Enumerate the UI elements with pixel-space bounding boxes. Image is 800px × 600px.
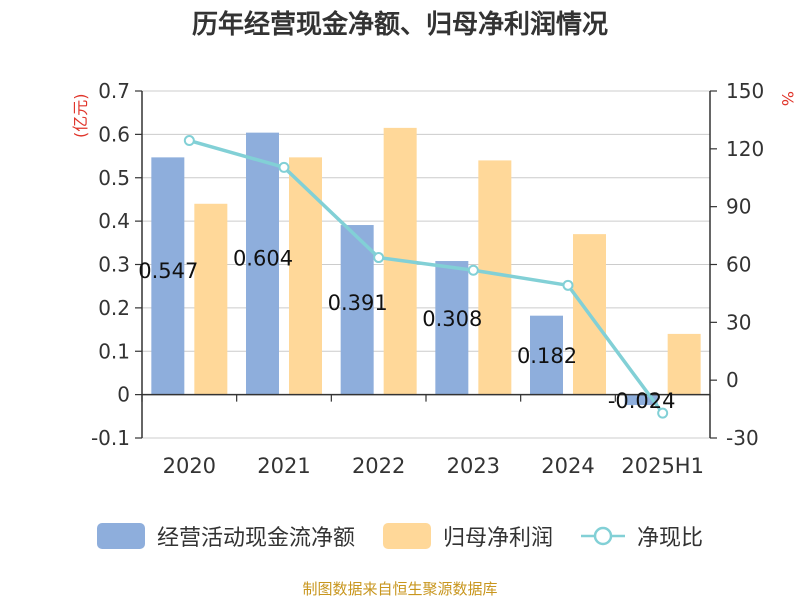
legend-item-net-profit[interactable]: 归母净利润 — [382, 520, 553, 552]
x-tick-label: 2025H1 — [621, 454, 704, 478]
ratio-point — [467, 264, 479, 276]
legend-item-cash-flow[interactable]: 经营活动现金流净额 — [96, 520, 355, 552]
net-profit-bar — [289, 157, 322, 395]
cash-flow-data-label: 0.604 — [233, 247, 293, 271]
legend-swatch-ratio — [581, 526, 625, 546]
net-profit-bar — [667, 333, 701, 395]
y-right-tick-label: 90 — [726, 195, 751, 219]
x-tick-label: 2023 — [447, 454, 500, 478]
ratio-point — [562, 279, 574, 291]
cash-flow-bar — [435, 261, 469, 395]
y-right-tick-label: 120 — [726, 137, 764, 161]
cash-flow-bar — [151, 157, 185, 395]
cash-flow-data-label: 0.391 — [328, 291, 388, 315]
y-right-tick-label: -30 — [726, 426, 759, 450]
ratio-point — [278, 161, 290, 173]
x-tick-label: 2022 — [352, 454, 405, 478]
bars-layer — [151, 127, 701, 406]
y-right-tick-label: 0 — [726, 368, 739, 392]
cash-flow-bar — [246, 132, 279, 395]
y-left-tick-label: 0.1 — [98, 339, 130, 363]
y-left-tick-label: 0.7 — [98, 79, 130, 103]
ratio-line — [188, 138, 665, 415]
legend-swatch-cash-flow — [96, 523, 145, 549]
cash-flow-bar — [340, 225, 374, 395]
y-left-unit: (亿元) — [71, 94, 90, 139]
y-left-tick-label: 0.3 — [98, 253, 130, 277]
y-right-unit: % — [778, 91, 797, 106]
ratio-point — [373, 252, 385, 264]
legend-label-net-profit: 归母净利润 — [442, 526, 553, 551]
cash-flow-data-label: 0.547 — [138, 259, 198, 283]
chart-title: 历年经营现金净额、归母净利润情况 — [191, 10, 608, 40]
cash-flow-data-label: -0.024 — [608, 389, 676, 413]
y-left-tick-label: -0.1 — [91, 426, 130, 450]
legend-label-cash-flow: 经营活动现金流净额 — [156, 526, 355, 551]
y-left-tick-label: 0 — [117, 383, 130, 407]
y-right-tick-label: 60 — [726, 253, 751, 277]
cash-flow-bar — [624, 394, 658, 406]
x-tick-label: 2021 — [257, 454, 310, 478]
source-note: 制图数据来自恒生聚源数据库 — [302, 580, 498, 598]
y-right-tick-label: 150 — [726, 79, 764, 103]
y-left-tick-label: 0.4 — [98, 209, 130, 233]
net-profit-bar — [194, 203, 228, 395]
data-labels: 0.547 0.604 0.391 0.308 0.182 -0.024 — [138, 247, 675, 413]
cash-flow-data-label: 0.182 — [517, 344, 577, 368]
x-tick-label: 2024 — [541, 454, 594, 478]
y-left-tick-label: 0.2 — [98, 296, 130, 320]
ratio-point — [183, 135, 195, 147]
cash-flow-bar — [530, 315, 563, 395]
net-profit-bar — [478, 160, 512, 395]
legend-label-ratio: 净现比 — [637, 526, 704, 551]
y-left-tick-label: 0.5 — [98, 166, 130, 190]
ratio-line-layer — [183, 135, 669, 419]
y-right-tick-label: 30 — [726, 310, 751, 334]
legend: 经营活动现金流净额 归母净利润 净现比 — [0, 516, 800, 556]
legend-swatch-net-profit — [382, 523, 431, 549]
y-left-tick-label: 0.6 — [98, 122, 130, 146]
legend-item-ratio[interactable]: 净现比 — [581, 520, 703, 552]
axes: 0.7 0.6 0.5 0.4 0.3 0.2 0.1 0 -0.1 150 120 90 60 30 0 -… — [71, 79, 797, 478]
x-tick-label: 2020 — [163, 454, 216, 478]
cash-flow-data-label: 0.308 — [422, 307, 482, 331]
ratio-point — [657, 407, 669, 419]
